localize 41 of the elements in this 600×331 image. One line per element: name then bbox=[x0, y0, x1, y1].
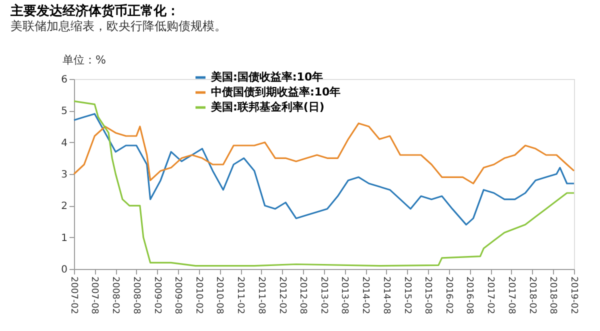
legend-label: 美国:联邦基金利率(日) bbox=[210, 100, 324, 114]
chart-subtitle: 美联储加息缩表，欧央行降低购债规模。 bbox=[10, 19, 227, 33]
x-tick-label: 2015-02 bbox=[402, 276, 412, 314]
x-tick-label: 2016-02 bbox=[443, 276, 454, 314]
legend-label: 美国:国债收益率:10年 bbox=[210, 70, 324, 84]
x-tick-label: 2015-08 bbox=[422, 276, 432, 314]
x-tick-label: 2018-02 bbox=[526, 276, 537, 314]
y-tick-label: 6 bbox=[61, 74, 68, 86]
x-tick-label: 2010-02 bbox=[194, 276, 204, 314]
x-tick-label: 2011-08 bbox=[256, 276, 266, 314]
y-axis-title: 单位：% bbox=[62, 54, 106, 66]
x-tick-label: 2017-08 bbox=[506, 276, 516, 314]
x-tick-label: 2012-08 bbox=[298, 276, 308, 314]
x-tick-label: 2014-08 bbox=[380, 276, 391, 314]
line-series bbox=[73, 100, 575, 267]
y-tick-label: 3 bbox=[61, 170, 68, 180]
x-tick-label: 2017-02 bbox=[485, 276, 496, 314]
line-series bbox=[73, 122, 575, 184]
x-tick-label: 2008-08 bbox=[130, 276, 141, 314]
x-tick-label: 2007-08 bbox=[89, 276, 100, 314]
y-tick-label: 1 bbox=[61, 232, 68, 244]
x-tick-label: 2018-08 bbox=[548, 276, 558, 314]
y-tick-label: 5 bbox=[61, 106, 68, 118]
x-tick-label: 2014-02 bbox=[360, 276, 370, 314]
x-tick-label: 2009-02 bbox=[152, 276, 162, 314]
legend-label: 中债国债到期收益率:10年 bbox=[211, 86, 341, 98]
x-tick-label: 2007-02 bbox=[68, 276, 78, 314]
x-tick-label: 2008-02 bbox=[110, 276, 120, 314]
x-tick-label: 2016-08 bbox=[464, 276, 474, 314]
line-series bbox=[73, 113, 575, 226]
x-tick-label: 2013-08 bbox=[339, 276, 350, 314]
x-tick-label: 2013-02 bbox=[318, 276, 329, 314]
x-tick-label: 2012-02 bbox=[276, 276, 287, 314]
y-tick-label: 0 bbox=[61, 264, 68, 276]
y-tick-label: 4 bbox=[61, 138, 68, 149]
chart-title: 主要发达经济体货币正常化： bbox=[10, 3, 180, 19]
x-tick-label: 2011-02 bbox=[235, 276, 246, 314]
x-tick-label: 2009-08 bbox=[172, 276, 183, 314]
y-tick-label: 2 bbox=[61, 201, 68, 212]
x-tick-label: 2010-08 bbox=[214, 276, 224, 314]
x-tick-label: 2019-02 bbox=[568, 276, 578, 314]
